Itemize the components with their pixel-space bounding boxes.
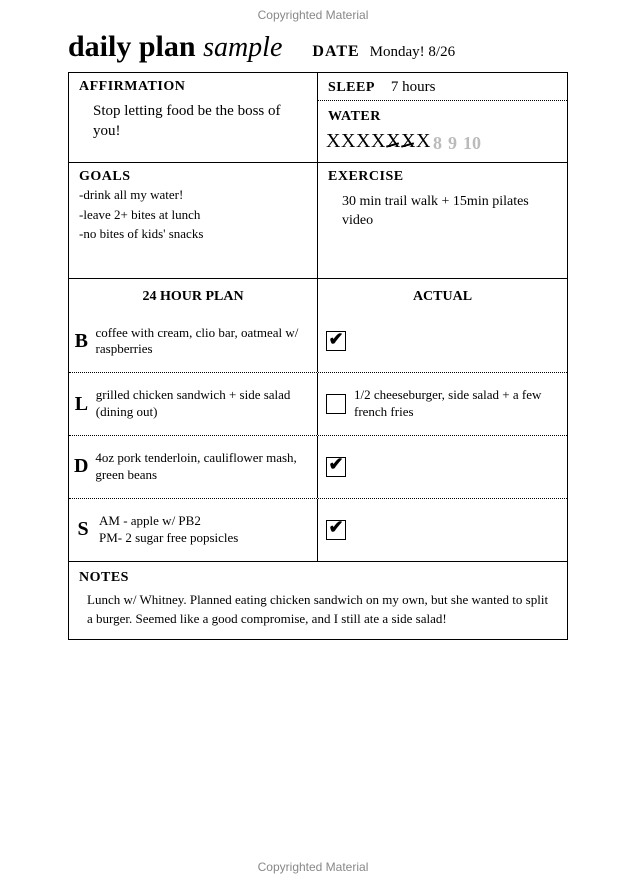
meal-actual-D — [318, 436, 567, 498]
meal-check-S[interactable] — [326, 520, 346, 540]
meal-code: L — [73, 393, 90, 416]
planner-grid: AFFIRMATION Stop letting food be the bos… — [68, 72, 568, 640]
water-label: WATER — [328, 109, 381, 124]
plan-header: 24 HOUR PLAN ACTUAL — [69, 279, 567, 311]
meal-check-L[interactable] — [326, 394, 346, 414]
copyright-bottom: Copyrighted Material — [0, 860, 626, 874]
sleep-row: SLEEP 7 hours — [318, 73, 567, 101]
meal-row-B: Bcoffee with cream, clio bar, oatmeal w/… — [69, 311, 567, 373]
row-goals-exercise: GOALS -drink all my water!-leave 2+ bite… — [69, 163, 567, 279]
sleep-water-cell: SLEEP 7 hours WATER 1X 2X 3X 4X 5X 6X 7X 89 10 — [318, 73, 567, 162]
page-content: daily plan sample DATE Monday! 8/26 AFFI… — [68, 30, 568, 640]
meal-actual-L: 1/2 cheeseburger, side salad + a few fre… — [318, 373, 567, 435]
goal-line: -drink all my water! — [79, 185, 307, 205]
meal-plan-text: grilled chicken sandwich + side salad (d… — [96, 387, 313, 421]
affirmation-cell: AFFIRMATION Stop letting food be the bos… — [69, 73, 318, 162]
meal-row-S: S AM - apple w/ PB2PM- 2 sugar free popsi… — [69, 498, 567, 561]
water-num-5: 5X — [388, 133, 397, 154]
meal-row-L: Lgrilled chicken sandwich + side salad (… — [69, 372, 567, 435]
plan-header-right: ACTUAL — [318, 279, 567, 311]
meal-plan-text: AM - apple w/ PB2PM- 2 sugar free popsic… — [99, 513, 238, 547]
notes-text: Lunch w/ Whitney. Planned eating chicken… — [69, 590, 567, 639]
water-num-4: 4X — [373, 133, 382, 154]
meal-check-D[interactable] — [326, 457, 346, 477]
water-num-2: 2X — [343, 133, 352, 154]
affirmation-label: AFFIRMATION — [79, 79, 307, 95]
exercise-text: 30 min trail walk + 15min pilates video — [328, 185, 557, 231]
row-notes: NOTES Lunch w/ Whitney. Planned eating c… — [69, 562, 567, 639]
water-num-10: 10 — [463, 133, 481, 154]
water-num-6: 6X — [403, 133, 412, 154]
water-num-8: 8 — [433, 133, 442, 154]
meal-plan-D: D 4oz pork tenderloin, cauliflower mash, … — [69, 436, 318, 498]
water-num-7: 7X — [418, 133, 427, 154]
affirmation-text: Stop letting food be the boss of you! — [79, 95, 307, 148]
sleep-label: SLEEP — [328, 80, 375, 96]
meal-check-B[interactable] — [326, 331, 346, 351]
goal-line: -no bites of kids' snacks — [79, 224, 307, 244]
meal-plan-L: Lgrilled chicken sandwich + side salad (… — [69, 373, 318, 435]
water-tracker: 1X 2X 3X 4X 5X 6X 7X 89 10 — [318, 129, 567, 162]
water-num-9: 9 — [448, 133, 457, 154]
sleep-value: 7 hours — [391, 79, 436, 96]
water-num-1: 1X — [328, 133, 337, 154]
meal-row-D: D 4oz pork tenderloin, cauliflower mash, … — [69, 435, 567, 498]
goals-cell: GOALS -drink all my water!-leave 2+ bite… — [69, 163, 318, 278]
meal-plan-text: coffee with cream, clio bar, oatmeal w/ … — [96, 325, 313, 359]
exercise-cell: EXERCISE 30 min trail walk + 15min pilat… — [318, 163, 567, 278]
meal-actual-B — [318, 311, 567, 373]
notes-header: NOTES — [69, 562, 567, 590]
meal-code: S — [73, 518, 93, 541]
meal-plan-B: Bcoffee with cream, clio bar, oatmeal w/… — [69, 311, 318, 373]
notes-label: NOTES — [79, 570, 129, 585]
page-title: daily plan sample — [68, 30, 282, 64]
goals-text: -drink all my water!-leave 2+ bites at l… — [79, 185, 307, 244]
date-block: DATE Monday! 8/26 — [312, 43, 455, 61]
meal-plan-text: 4oz pork tenderloin, cauliflower mash, g… — [95, 450, 313, 484]
meal-actual-S — [318, 499, 567, 561]
meal-plan-S: S AM - apple w/ PB2PM- 2 sugar free popsi… — [69, 499, 318, 561]
row-affirmation-sleep: AFFIRMATION Stop letting food be the bos… — [69, 73, 567, 163]
meal-code: B — [73, 330, 90, 353]
title-sample: sample — [203, 32, 282, 63]
meals-container: Bcoffee with cream, clio bar, oatmeal w/… — [69, 311, 567, 561]
plan-header-left: 24 HOUR PLAN — [69, 279, 318, 311]
header-row: daily plan sample DATE Monday! 8/26 — [68, 30, 568, 64]
copyright-top: Copyrighted Material — [0, 8, 626, 22]
goal-line: -leave 2+ bites at lunch — [79, 205, 307, 225]
goals-label: GOALS — [79, 169, 307, 185]
meal-code: D — [73, 455, 89, 478]
title-main: daily plan — [68, 30, 196, 63]
row-plan: 24 HOUR PLAN ACTUAL Bcoffee with cream, … — [69, 279, 567, 562]
water-num-3: 3X — [358, 133, 367, 154]
exercise-label: EXERCISE — [328, 169, 557, 185]
date-value: Monday! 8/26 — [370, 44, 455, 61]
meal-actual-text: 1/2 cheeseburger, side salad + a few fre… — [354, 387, 559, 421]
water-label-row: WATER — [318, 101, 567, 129]
date-label: DATE — [312, 43, 359, 61]
